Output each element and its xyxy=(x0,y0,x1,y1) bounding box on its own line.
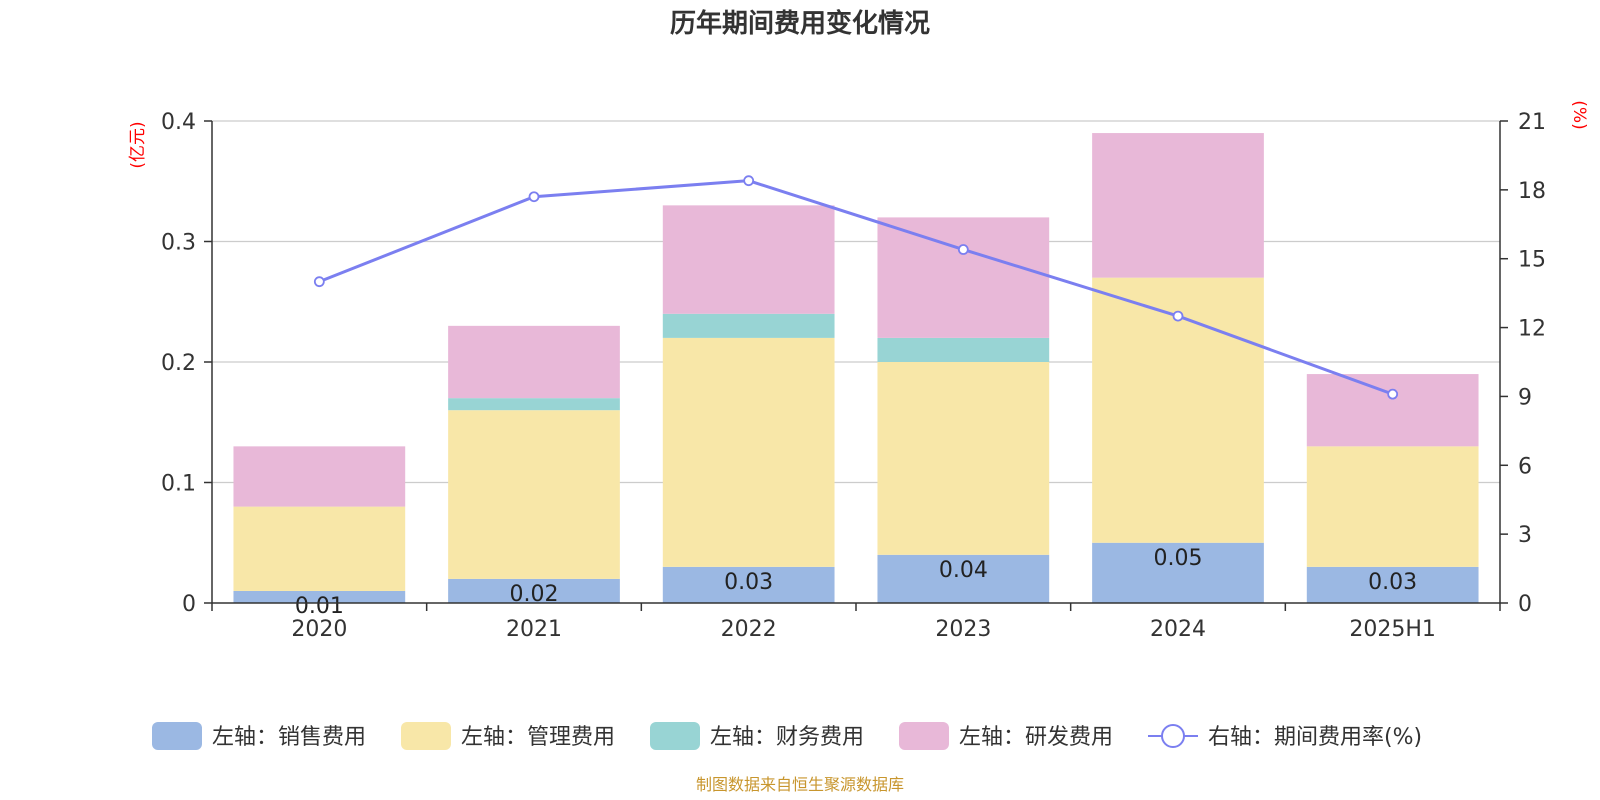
bar-segment xyxy=(1306,446,1479,567)
right-axis-tick-label: 9 xyxy=(1518,385,1532,410)
left-axis-tick-label: 0.2 xyxy=(161,351,196,376)
chart-title: 历年期间费用变化情况 xyxy=(670,8,930,39)
legend: 左轴：销售费用 左轴：管理费用 左轴：财务费用 左轴：研发费用 右轴：期间费用率(%) xyxy=(152,722,1422,750)
source-note: 制图数据来自恒生聚源数据库 xyxy=(696,775,904,794)
bar-segment xyxy=(877,362,1050,555)
legend-label: 左轴：销售费用 xyxy=(212,725,366,750)
bar-data-label: 0.03 xyxy=(1368,570,1417,595)
bar-segment xyxy=(1092,277,1264,543)
rate-line-point xyxy=(1387,388,1399,400)
legend-swatch xyxy=(650,722,700,750)
bar-segment xyxy=(662,566,835,603)
legend-item: 左轴：销售费用 xyxy=(152,722,366,750)
bar-labels: 0.01 0.02 0.03 0.04 0.050.03 xyxy=(295,546,1417,619)
left-axis-tick-label: 0.1 xyxy=(161,472,196,497)
rate-line-point xyxy=(957,244,969,255)
legend-item: 左轴：财务费用 xyxy=(650,722,864,750)
right-axis-unit: (%) xyxy=(1569,100,1589,129)
x-axis-category-label: 2023 xyxy=(935,617,991,642)
x-axis-category-label: 2021 xyxy=(506,617,562,642)
rate-line-point xyxy=(743,175,755,187)
rate-line-path xyxy=(318,179,1394,396)
bar-segment xyxy=(448,325,620,399)
legend-label: 左轴：财务费用 xyxy=(710,725,864,750)
bar-segment xyxy=(1092,542,1264,603)
bar-segment xyxy=(1306,566,1479,603)
legend-label: 右轴：期间费用率(%) xyxy=(1208,725,1422,750)
bar-segment xyxy=(448,398,620,411)
rate-line-point xyxy=(1172,310,1184,322)
bar-segment xyxy=(1092,133,1264,278)
bar-segment xyxy=(877,337,1050,362)
legend-swatch-marker xyxy=(1161,724,1185,748)
right-axis-tick-label: 18 xyxy=(1518,179,1546,204)
x-axis-category-label: 2022 xyxy=(721,617,777,642)
legend-item: 左轴：管理费用 xyxy=(401,722,615,750)
bar-segment xyxy=(233,506,406,591)
right-axis-tick-label: 12 xyxy=(1518,317,1546,342)
rate-line-point xyxy=(313,276,325,288)
right-axis-tick-label: 6 xyxy=(1518,454,1532,479)
right-axis-tick-label: 21 xyxy=(1518,110,1546,135)
right-axis-tick-label: 0 xyxy=(1518,592,1532,617)
bars xyxy=(233,133,1479,603)
legend-label: 左轴：管理费用 xyxy=(461,725,615,750)
bar-data-label: 0.04 xyxy=(939,558,988,583)
left-axis-unit: (亿元) xyxy=(128,121,148,168)
bar-segment xyxy=(662,205,835,314)
right-axis-tick-label: 15 xyxy=(1518,248,1546,273)
legend-label: 左轴：研发费用 xyxy=(959,725,1113,750)
legend-item: 右轴：期间费用率(%) xyxy=(1148,724,1422,750)
bar-segment xyxy=(877,217,1050,338)
x-axis-category-label: 2020 xyxy=(291,617,347,642)
legend-swatch xyxy=(152,722,202,750)
right-axis-tick-label: 3 xyxy=(1518,523,1532,548)
left-axis-tick-label: 0.3 xyxy=(161,231,196,256)
bar-data-label: 0.01 xyxy=(295,594,344,619)
legend-swatch xyxy=(401,722,451,750)
bar-data-label: 0.03 xyxy=(724,570,773,595)
x-axis-category-label: 2024 xyxy=(1150,617,1206,642)
left-axis-tick-label: 0 xyxy=(182,592,196,617)
bar-segment xyxy=(1306,374,1479,447)
bar-segment xyxy=(448,410,620,579)
left-axis-tick-label: 0.4 xyxy=(161,110,196,135)
bar-segment xyxy=(233,590,406,603)
rate-line-point xyxy=(528,191,540,203)
x-axis-category-label: 2025H1 xyxy=(1349,617,1436,642)
bar-segment xyxy=(233,446,406,507)
axes: 0 0.1 0.2 0.3 0.4 0 3 6 9 12 15 18 21 2020 2021 2022 202… xyxy=(161,110,1546,642)
bar-segment xyxy=(877,554,1050,603)
rate-line xyxy=(313,175,1399,400)
legend-item: 左轴：研发费用 xyxy=(899,722,1113,750)
bar-data-label: 0.05 xyxy=(1154,546,1203,571)
bar-segment xyxy=(662,313,835,338)
grid-lines xyxy=(212,120,1500,484)
bar-segment xyxy=(448,578,620,603)
bar-segment xyxy=(662,337,835,567)
legend-swatch xyxy=(899,722,949,750)
